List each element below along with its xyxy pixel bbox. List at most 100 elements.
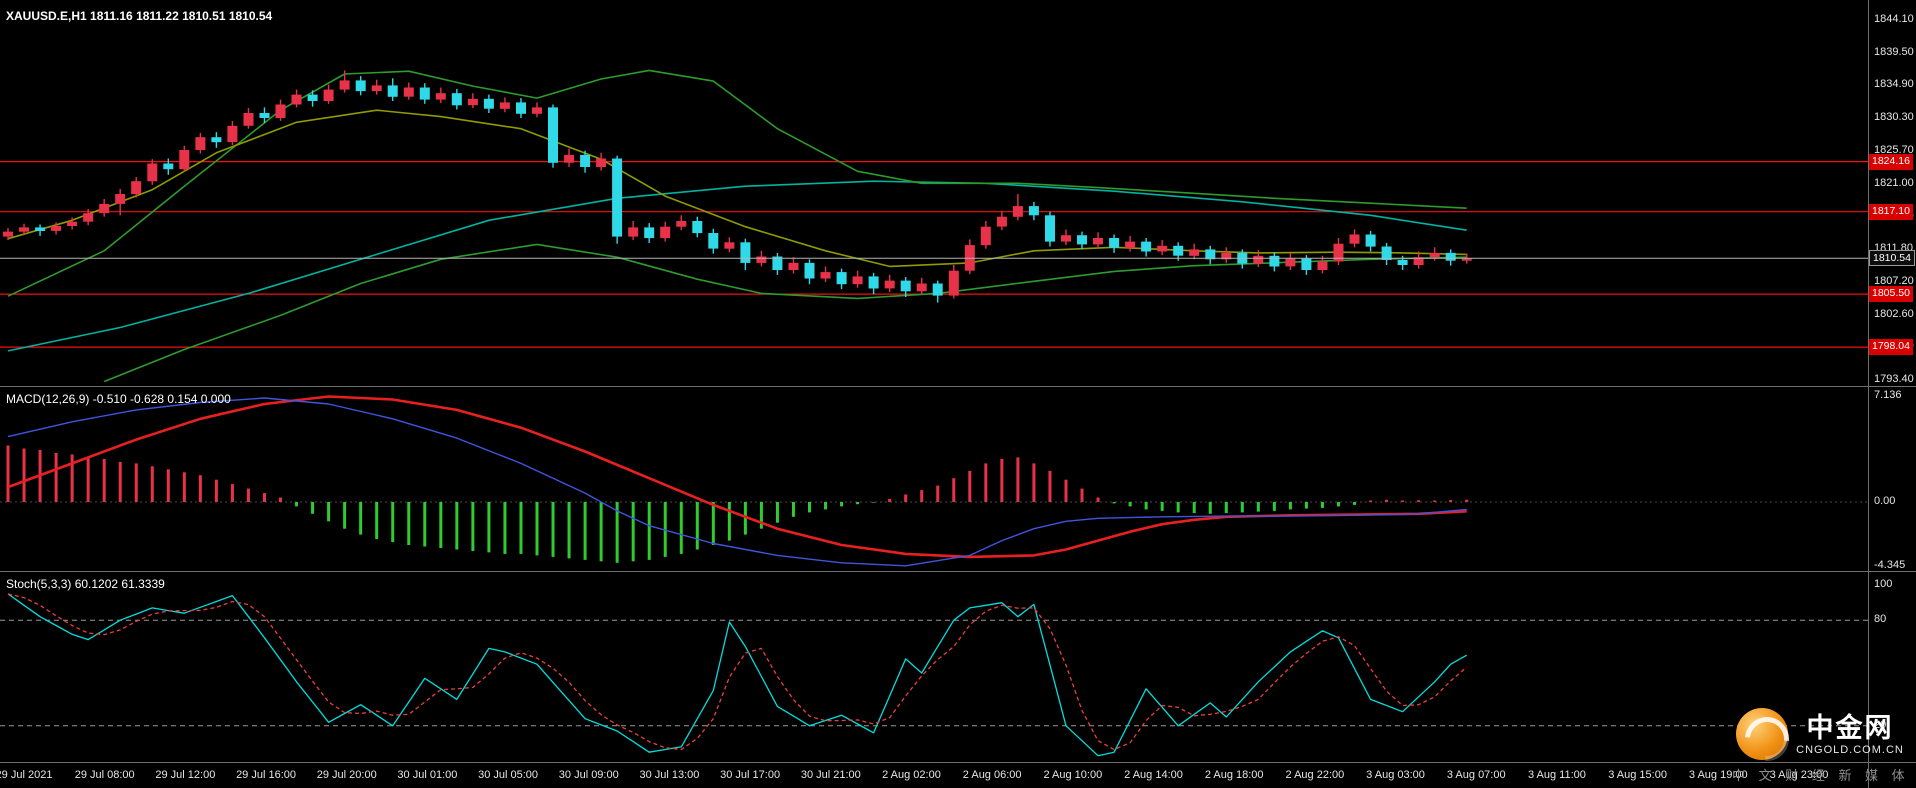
time-axis-label[interactable]: 3 Aug 23:00 <box>1769 769 1829 781</box>
time-axis-label[interactable]: 30 Jul 05:00 <box>478 769 539 781</box>
time-axis-label[interactable]: 29 Jul 08:00 <box>74 769 135 781</box>
price-axis[interactable]: 1844.10 1839.50 1834.90 1830.30 1825.70 1821.… <box>1869 0 1916 788</box>
bull-candle <box>19 227 29 232</box>
stoch-axis-label: 20 <box>1874 718 1887 731</box>
stoch-indicator-label: Stoch(5,3,3) 60.1202 61.3339 <box>6 577 165 591</box>
level-price-badge: 1798.04 <box>1869 339 1913 356</box>
level-price-badge: 1824.16 <box>1869 153 1913 170</box>
bull-candle <box>1093 238 1103 245</box>
bull-candle <box>1012 206 1023 217</box>
bear-candle <box>1205 249 1216 260</box>
bear-candle <box>580 154 591 167</box>
bull-candle <box>435 93 446 100</box>
bull-candle <box>628 227 639 237</box>
bull-candle <box>499 102 510 109</box>
bull-candle <box>948 270 959 296</box>
price-axis-label: 1793.40 <box>1874 373 1914 386</box>
stochastic-indicator-pane[interactable] <box>0 571 1868 762</box>
time-axis-label[interactable]: 2 Aug 14:00 <box>1124 769 1183 781</box>
bull-candle <box>660 226 671 239</box>
macd-indicator-label: MACD(12,26,9) -0.510 -0.628 0.154 0.000 <box>6 392 231 406</box>
price-axis-label: 1834.90 <box>1874 78 1914 91</box>
watermark-tagline: 中 文 财 经 新 媒 体 <box>1732 768 1910 783</box>
time-axis-label[interactable]: 30 Jul 09:00 <box>558 769 619 781</box>
stoch-d-line <box>7 593 1468 751</box>
bull-candle <box>131 181 142 194</box>
bull-candle <box>1333 243 1344 262</box>
time-axis-label[interactable]: 3 Aug 11:00 <box>1527 769 1586 781</box>
bear-candle <box>1269 255 1280 267</box>
time-axis-label[interactable]: 3 Aug 07:00 <box>1446 769 1506 781</box>
bear-candle <box>612 158 623 237</box>
bear-candle <box>1365 234 1376 247</box>
macd-axis-label: -4.345 <box>1874 559 1906 572</box>
level-price-badge: 1805.50 <box>1869 286 1913 303</box>
bull-candle <box>996 216 1007 227</box>
time-axis-label[interactable]: 30 Jul 17:00 <box>720 769 781 781</box>
bear-candle <box>868 276 879 289</box>
stoch-axis-label: 100 <box>1874 578 1893 591</box>
bull-candle <box>852 276 863 285</box>
time-axis-label[interactable]: 2 Aug 10:00 <box>1043 769 1103 781</box>
ma-green-lower <box>103 243 1467 383</box>
time-axis-label[interactable]: 30 Jul 13:00 <box>639 769 700 781</box>
bull-candle <box>1285 258 1296 267</box>
symbol-ohlc-title: XAUUSD.E,H1 1811.16 1811.22 1810.51 1810… <box>6 9 273 23</box>
bear-candle <box>1077 235 1087 245</box>
bear-candle <box>1045 215 1055 242</box>
macd-indicator-pane[interactable] <box>0 386 1868 571</box>
watermark-domain: CNGOLD.COM.CN <box>1796 743 1904 756</box>
bear-candle <box>419 87 430 100</box>
bear-candle <box>387 85 398 97</box>
time-axis-label[interactable]: 2 Aug 22:00 <box>1285 769 1345 781</box>
bear-candle <box>355 80 366 92</box>
time-axis-label[interactable]: 3 Aug 15:00 <box>1608 769 1667 781</box>
bull-candle <box>532 107 542 114</box>
price-axis-label: 1802.60 <box>1874 307 1914 320</box>
time-axis-label[interactable]: 29 Jul 12:00 <box>155 769 216 781</box>
watermark-brand: 中金网 <box>1806 712 1894 743</box>
bull-candle <box>676 221 687 227</box>
time-axis-label[interactable]: 29 Jul 2021 <box>0 769 53 781</box>
bear-candle <box>692 221 703 234</box>
bull-candle <box>1429 252 1440 258</box>
macd-axis-label: 0.00 <box>1874 494 1896 507</box>
pane-separator[interactable] <box>0 386 1916 387</box>
bull-candle <box>179 150 190 170</box>
stoch-axis-label: 80 <box>1874 613 1887 626</box>
bear-candle <box>35 227 46 231</box>
main-price-chart-pane[interactable] <box>0 0 1868 386</box>
bull-candle <box>3 231 13 237</box>
time-axis-label[interactable]: 2 Aug 18:00 <box>1204 769 1264 781</box>
time-axis-label[interactable]: 2 Aug 02:00 <box>882 769 941 781</box>
bull-candle <box>564 154 575 163</box>
time-axis-label[interactable]: 3 Aug 19:00 <box>1688 769 1748 781</box>
price-axis-label: 1807.20 <box>1874 275 1914 288</box>
bull-candle <box>371 85 382 92</box>
bear-candle <box>307 94 318 101</box>
time-axis-label[interactable]: 29 Jul 16:00 <box>236 769 296 781</box>
bull-candle <box>227 125 238 143</box>
time-axis-label[interactable]: 30 Jul 21:00 <box>800 769 861 781</box>
macd-line-blue <box>7 397 1467 567</box>
current-price-badge: 1810.54 <box>1869 250 1915 267</box>
bull-candle <box>291 94 302 105</box>
time-axis-label[interactable]: 2 Aug 06:00 <box>962 769 1022 781</box>
bear-candle <box>1109 238 1120 248</box>
bull-candle <box>980 226 991 246</box>
bull-candle <box>243 113 254 126</box>
bear-candle <box>1028 206 1039 216</box>
price-axis-label: 1830.30 <box>1874 111 1914 123</box>
bear-candle <box>1141 241 1152 252</box>
bull-candle <box>115 194 126 204</box>
bear-candle <box>836 272 847 285</box>
time-axis-label[interactable]: 30 Jul 01:00 <box>397 769 458 781</box>
bull-candle <box>788 262 799 270</box>
pane-separator[interactable] <box>0 571 1916 572</box>
bear-candle <box>740 242 751 263</box>
time-axis-label[interactable]: 3 Aug 03:00 <box>1366 769 1425 781</box>
bear-candle <box>548 107 558 163</box>
time-axis[interactable]: 29 Jul 2021 29 Jul 08:00 29 Jul 12:00 29 Ju… <box>0 762 1868 788</box>
time-axis-label[interactable]: 29 Jul 20:00 <box>316 769 377 781</box>
